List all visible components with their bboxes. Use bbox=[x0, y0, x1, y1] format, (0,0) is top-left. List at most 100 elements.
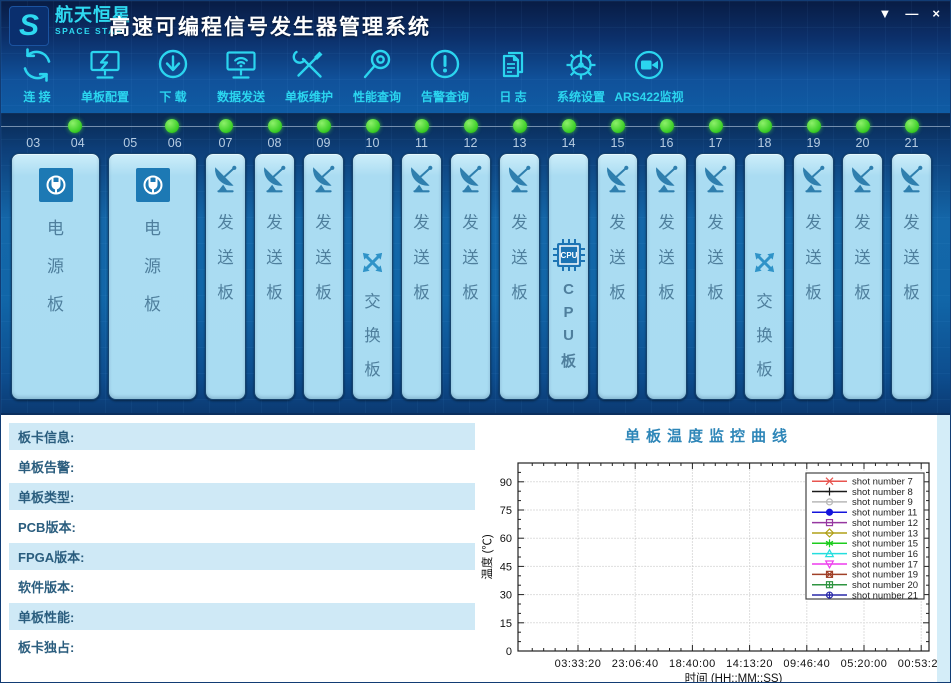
toolbar: 连 接 单板配置 下 载 数据发送 单板维护 性能查询 告警查询 日 志 系统设置 ARS422监… bbox=[3, 45, 684, 105]
legend-entry-label: shot number 11 bbox=[852, 508, 917, 519]
crossed-arrows-icon bbox=[359, 249, 386, 276]
toolbar-item-board-config[interactable]: 单板配置 bbox=[71, 45, 139, 105]
right-edge-strip bbox=[937, 415, 950, 682]
slot-number: 06 bbox=[167, 136, 182, 150]
slot-column-08: 08 发送板 bbox=[254, 113, 295, 400]
board-card-14[interactable]: CPU C P U 板 bbox=[548, 153, 589, 400]
slot-numbers: 03 04 bbox=[11, 136, 100, 151]
satellite-dish-icon bbox=[846, 162, 880, 196]
slot-number: 09 bbox=[316, 136, 331, 150]
toolbar-item-connect[interactable]: 连 接 bbox=[3, 45, 71, 105]
alert-circle-icon bbox=[426, 45, 464, 85]
close-button[interactable]: × bbox=[932, 6, 940, 21]
slot-led bbox=[610, 119, 625, 133]
slot-led bbox=[659, 119, 674, 133]
board-card-label: 交换板 bbox=[364, 288, 381, 380]
board-card-label-char: 板 bbox=[609, 284, 626, 302]
slot-number: 03 bbox=[26, 136, 41, 150]
power-plug-icon bbox=[135, 168, 170, 202]
info-field-row: 板卡信息: bbox=[9, 423, 475, 450]
board-card-label-char: 板 bbox=[658, 284, 675, 302]
board-card-09[interactable]: 发送板 bbox=[303, 153, 344, 400]
satellite-dish-icon bbox=[895, 162, 929, 196]
slot-led bbox=[855, 119, 870, 133]
x-tick-label: 14:13:20 bbox=[726, 658, 773, 670]
board-card-21[interactable]: 发送板 bbox=[891, 153, 932, 400]
toolbar-item-download[interactable]: 下 载 bbox=[139, 45, 207, 105]
board-card-label-char: 送 bbox=[707, 249, 724, 267]
board-card-12[interactable]: 发送板 bbox=[450, 153, 491, 400]
satellite-dish-icon bbox=[209, 162, 243, 196]
board-card-label-char: 交 bbox=[364, 293, 381, 311]
board-card-label-char: 送 bbox=[413, 249, 430, 267]
slot-number: 12 bbox=[463, 136, 478, 150]
slot-led bbox=[561, 119, 576, 133]
board-card-label-char: C bbox=[563, 281, 574, 298]
toolbar-item-alarm-query[interactable]: 告警查询 bbox=[411, 45, 479, 105]
board-card-label-char: 发 bbox=[511, 214, 528, 232]
slot-numbers: 09 bbox=[303, 136, 344, 151]
y-tick-label: 30 bbox=[500, 590, 512, 602]
slot-number: 19 bbox=[806, 136, 821, 150]
board-card-19[interactable]: 发送板 bbox=[793, 153, 834, 400]
toolbar-item-log[interactable]: 日 志 bbox=[479, 45, 547, 105]
board-card-label-char: 换 bbox=[756, 327, 773, 345]
board-card-08[interactable]: 发送板 bbox=[254, 153, 295, 400]
board-card-label: 发送板 bbox=[609, 209, 626, 303]
slot-strip: 03 04 电源板 05 06 电源板 07 发送板 08 发送板 09 发送板 10 交换板 11 发送板 1… bbox=[11, 113, 932, 400]
board-card-17[interactable]: 发送板 bbox=[695, 153, 736, 400]
board-card-label-char: 送 bbox=[903, 249, 920, 267]
satellite-dish-icon bbox=[650, 162, 684, 196]
slot-led bbox=[414, 119, 429, 133]
board-card-label: 发送板 bbox=[805, 209, 822, 303]
tools-icon bbox=[290, 45, 328, 85]
logo-brand: 航天恒星 bbox=[55, 5, 131, 25]
board-card-label: 发送板 bbox=[266, 209, 283, 303]
info-field-label: FPGA版本: bbox=[18, 550, 85, 565]
toolbar-item-data-send[interactable]: 数据发送 bbox=[207, 45, 275, 105]
board-card-18[interactable]: 交换板 bbox=[744, 153, 785, 400]
app-title: 高速可编程信号发生器管理系统 bbox=[109, 16, 431, 39]
board-card-label: 发送板 bbox=[707, 209, 724, 303]
board-card-label-char: 发 bbox=[854, 214, 871, 232]
board-card-15[interactable]: 发送板 bbox=[597, 153, 638, 400]
board-card-11[interactable]: 发送板 bbox=[401, 153, 442, 400]
slot-led bbox=[68, 119, 83, 133]
slot-led bbox=[806, 119, 821, 133]
slot-numbers: 18 bbox=[744, 136, 785, 151]
board-card-label: 交换板 bbox=[756, 288, 773, 380]
slot-column-19: 19 发送板 bbox=[793, 113, 834, 400]
satellite-dish-icon bbox=[503, 162, 537, 196]
board-card-label-char: 电 bbox=[47, 219, 64, 238]
toolbar-item-ars422-monitor[interactable]: ARS422监视 bbox=[614, 45, 684, 105]
info-field-row: 单板性能: bbox=[9, 603, 475, 630]
logo: S 航天恒星 SPACE STAR bbox=[9, 6, 131, 46]
slot-number: 18 bbox=[757, 136, 772, 150]
slot-number: 21 bbox=[904, 136, 919, 150]
board-card-13[interactable]: 发送板 bbox=[499, 153, 540, 400]
board-card-05-06[interactable]: 电源板 bbox=[108, 153, 197, 400]
board-card-label-char: 板 bbox=[413, 284, 430, 302]
board-card-16[interactable]: 发送板 bbox=[646, 153, 687, 400]
y-axis-label: 温度 (℃) bbox=[480, 534, 494, 580]
bottom-area: 板卡信息: 单板告警: 单板类型: PCB版本: FPGA版本: 软件版本: 单板性能: 板卡… bbox=[1, 413, 950, 682]
toolbar-item-label: 日 志 bbox=[499, 90, 527, 104]
info-field-label: 板卡信息: bbox=[18, 430, 75, 445]
board-card-10[interactable]: 交换板 bbox=[352, 153, 393, 400]
slot-column-15: 15 发送板 bbox=[597, 113, 638, 400]
satellite-dish-icon bbox=[797, 162, 831, 196]
theme-button[interactable]: ▼ bbox=[878, 6, 892, 21]
minimize-button[interactable]: — bbox=[905, 6, 919, 21]
slot-led bbox=[316, 119, 331, 133]
slot-column-10: 10 交换板 bbox=[352, 113, 393, 400]
slot-led bbox=[218, 119, 233, 133]
toolbar-item-board-maintain[interactable]: 单板维护 bbox=[275, 45, 343, 105]
board-card-07[interactable]: 发送板 bbox=[205, 153, 246, 400]
toolbar-item-system-settings[interactable]: 系统设置 bbox=[547, 45, 615, 105]
board-card-03-04[interactable]: 电源板 bbox=[11, 153, 100, 400]
board-card-label-char: 发 bbox=[903, 214, 920, 232]
temperature-chart: 0 15 30 45 60 75 90 03:33:20 23:06:40 18:40:00 14:… bbox=[480, 462, 939, 682]
x-tick-label: 09:46:40 bbox=[783, 658, 830, 670]
board-card-20[interactable]: 发送板 bbox=[842, 153, 883, 400]
toolbar-item-performance-query[interactable]: 性能查询 bbox=[343, 45, 411, 105]
